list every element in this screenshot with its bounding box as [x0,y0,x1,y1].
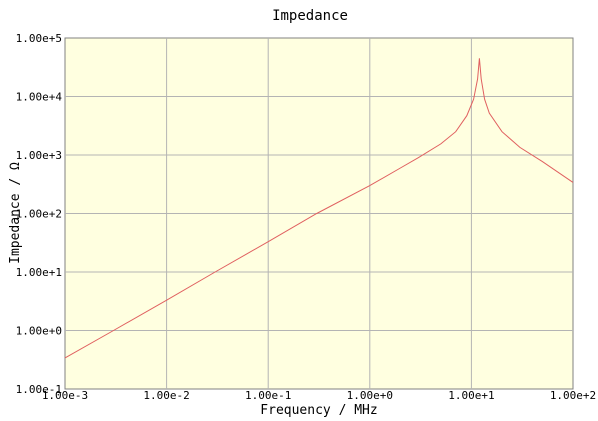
x-tick-label: 1.00e+1 [448,389,494,402]
x-tick-label: 1.00e-2 [143,389,189,402]
y-tick-label: 1.00e+4 [16,91,63,104]
x-tick-labels: 1.00e-3 1.00e-2 1.00e-1 1.00e+0 1.00e+1 1.00e… [42,389,596,402]
y-tick-label: 1.00e+1 [16,266,62,279]
chart-title: Impedance [272,8,348,24]
x-tick-label: 1.00e-3 [42,389,88,402]
x-tick-label: 1.00e+2 [550,389,596,402]
y-axis-label: Impedance / Ω [8,162,23,264]
y-tick-label: 1.00e+2 [16,208,62,221]
grid [65,38,573,389]
y-tick-label: 1.00e+5 [16,32,62,45]
series-layer [64,58,574,359]
y-tick-label: 1.00e+0 [16,325,62,338]
x-tick-label: 1.00e+0 [347,389,393,402]
x-tick-label: 1.00e-1 [245,389,291,402]
y-tick-labels: 1.00e-1 1.00e+0 1.00e+1 1.00e+2 1.00e+3 1.00e… [16,32,63,396]
y-tick-label: 1.00e-1 [16,383,62,396]
y-tick-label: 1.00e+3 [16,149,62,162]
x-axis-label: Frequency / MHz [260,403,377,418]
impedance-series-line [64,58,574,359]
